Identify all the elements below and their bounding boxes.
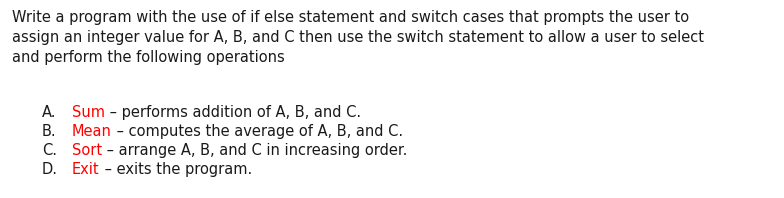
Text: D.: D. [42, 162, 58, 177]
Text: A.: A. [42, 105, 56, 120]
Text: Exit: Exit [72, 162, 100, 177]
Text: Sum: Sum [72, 105, 105, 120]
Text: Mean: Mean [72, 124, 112, 139]
Text: Write a program with the use of if else statement and switch cases that prompts : Write a program with the use of if else … [12, 10, 704, 65]
Text: Sort: Sort [72, 143, 102, 158]
Text: – arrange A, B, and C in increasing order.: – arrange A, B, and C in increasing orde… [102, 143, 408, 158]
Text: – exits the program.: – exits the program. [100, 162, 252, 177]
Text: B.: B. [42, 124, 56, 139]
Text: C.: C. [42, 143, 57, 158]
Text: – performs addition of A, B, and C.: – performs addition of A, B, and C. [105, 105, 361, 120]
Text: – computes the average of A, B, and C.: – computes the average of A, B, and C. [112, 124, 403, 139]
